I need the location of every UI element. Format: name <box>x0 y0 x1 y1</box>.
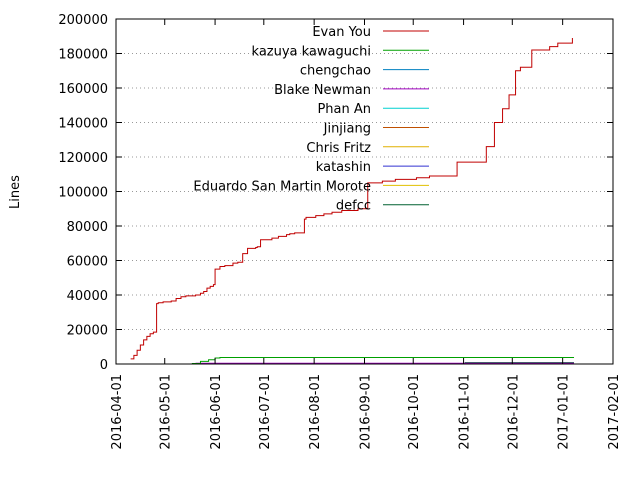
x-tick-label: 2017-02-01 <box>607 374 622 450</box>
y-axis: 0 20000 40000 60000 80000 100000 120000 140000 1… <box>58 13 613 373</box>
y-tick-label: 100000 <box>58 186 108 201</box>
x-tick-label: 2016-06-01 <box>209 374 224 450</box>
legend-label-chengchao: chengchao <box>300 64 371 79</box>
x-axis: 2016-04-01 2016-05-01 2016-06-01 2016-07-01… <box>110 19 622 450</box>
legend-label-chris-fritz: Chris Fritz <box>306 141 371 156</box>
legend-label-phan-an: Phan An <box>317 102 371 117</box>
x-tick-label: 2016-10-01 <box>407 374 422 450</box>
y-tick-label: 0 <box>100 358 108 373</box>
y-axis-label: Lines <box>8 175 23 209</box>
legend-label-blake-newman: Blake Newman <box>274 83 371 98</box>
gridlines <box>116 53 613 330</box>
y-tick-label: 40000 <box>67 289 108 304</box>
series-line-evan-you <box>130 37 573 360</box>
y-tick-label: 200000 <box>58 13 108 28</box>
legend-label-evan-you: Evan You <box>312 25 371 40</box>
x-tick-label: 2016-04-01 <box>110 374 125 450</box>
y-tick-label: 120000 <box>58 151 108 166</box>
legend: Evan You kazuya kawaguchi chengchao Blake N… <box>193 25 429 214</box>
legend-label-defcc: defcc <box>336 199 371 214</box>
x-tick-label: 2016-12-01 <box>506 374 521 450</box>
legend-label-katashin: katashin <box>316 160 371 175</box>
legend-label-eduardo-san-martin-morote: Eduardo San Martin Morote <box>193 179 371 194</box>
x-tick-label: 2016-05-01 <box>159 374 174 450</box>
legend-label-jinjiang: Jinjiang <box>323 122 371 137</box>
x-tick-label: 2016-11-01 <box>458 374 473 450</box>
y-tick-label: 80000 <box>67 220 108 235</box>
x-tick-label: 2016-07-01 <box>258 374 273 450</box>
x-tick-label: 2017-01-01 <box>557 374 572 450</box>
x-tick-label: 2016-09-01 <box>359 374 374 450</box>
y-tick-label: 140000 <box>58 117 108 132</box>
y-tick-label: 180000 <box>58 48 108 63</box>
y-tick-label: 60000 <box>67 255 108 270</box>
y-tick-label: 20000 <box>67 324 108 339</box>
legend-label-kazuya-kawaguchi: kazuya kawaguchi <box>252 44 371 59</box>
x-tick-label: 2016-08-01 <box>308 374 323 450</box>
y-tick-label: 160000 <box>58 82 108 97</box>
